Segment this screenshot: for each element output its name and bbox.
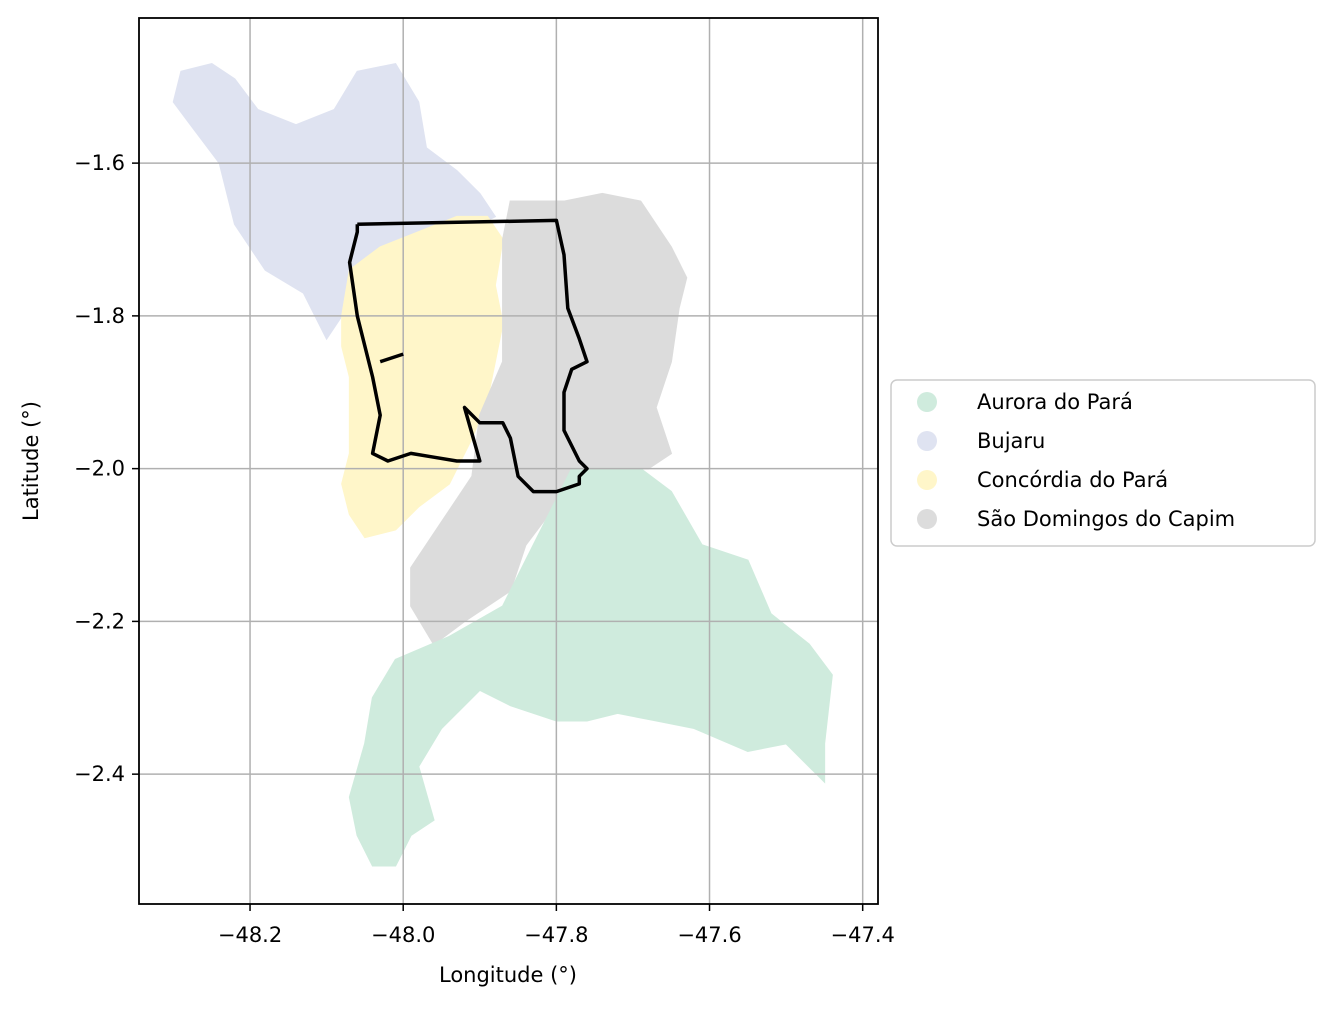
x-tick-label: −47.6 [677,923,741,947]
boundary-layer [347,218,589,494]
y-tick-label: −2.2 [74,609,125,633]
grid-lines [139,18,878,904]
boundary-spur [379,352,404,364]
legend: Aurora do Pará Bujaru Concórdia do Pará São… [890,379,1316,547]
x-tick-label: −48.2 [218,923,282,947]
legend-marker [917,470,937,490]
study-area-boundary [347,218,589,494]
legend-frame [890,379,1316,547]
legend-marker [917,392,937,412]
y-tick-label: −2.0 [74,457,125,481]
y-tick-label: −1.6 [74,151,125,175]
x-tick-label: −47.4 [831,923,895,947]
x-tick-label: −47.8 [524,923,588,947]
plot-frame [138,17,879,905]
legend-label: Concórdia do Pará [977,468,1168,492]
region-layer [172,62,833,867]
y-axis-label: Latitude (°) [19,401,43,521]
legend-marker [917,509,937,529]
x-tick-label: −48.0 [371,923,435,947]
legend-marker [917,431,937,451]
x-axis-label: Longitude (°) [439,963,577,987]
region-s-o-domingos-do-capim [410,192,688,646]
y-ticks: −1.6 −1.8 −2.0 −2.2 −2.4 [74,151,139,786]
y-tick-label: −2.4 [74,762,125,786]
legend-label: Aurora do Pará [977,390,1133,414]
region-aurora-do-par- [348,467,833,867]
x-ticks: −48.2 −48.0 −47.8 −47.6 −47.4 [218,904,895,947]
y-tick-label: −1.8 [74,304,125,328]
legend-label: Bujaru [977,429,1045,453]
legend-label: São Domingos do Capim [977,507,1235,531]
